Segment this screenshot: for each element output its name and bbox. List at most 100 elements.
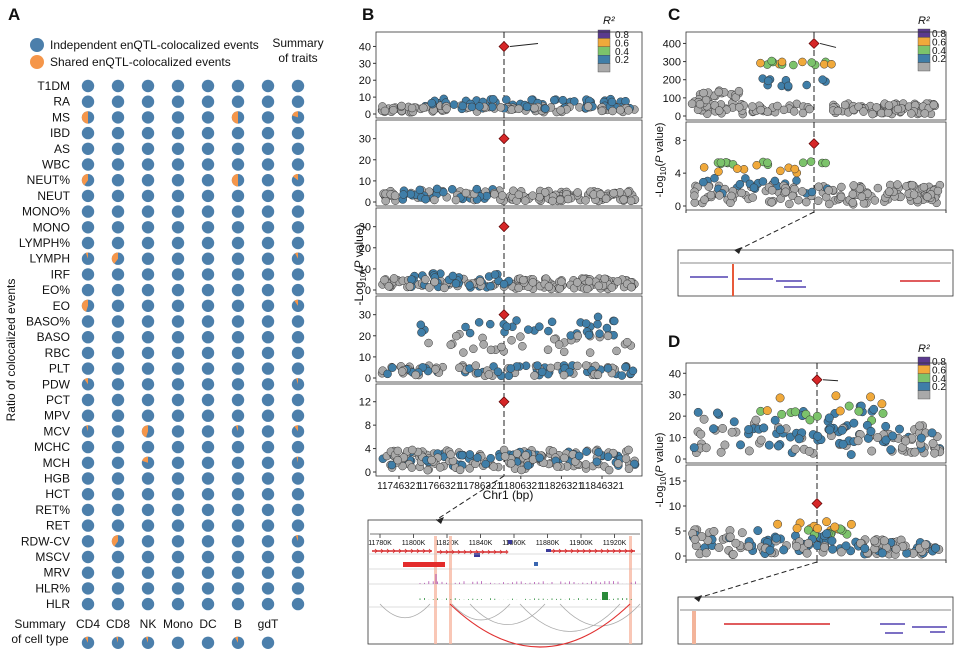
pie-CD4-RET% xyxy=(81,503,95,517)
gene-kiaa2013-arrow xyxy=(600,548,604,554)
pie-CD8-PCT xyxy=(111,393,125,407)
snp-point xyxy=(585,348,595,357)
pie-CD8-NEUT xyxy=(111,189,125,203)
snp-point xyxy=(802,80,811,90)
pie-DC-AS xyxy=(201,142,215,155)
y-tick-label: 10 xyxy=(669,433,681,445)
pie-B-MCH xyxy=(231,456,245,469)
snp-point xyxy=(556,106,565,115)
snp-point xyxy=(430,195,439,205)
snp-point xyxy=(390,191,400,200)
snp-point xyxy=(741,174,750,183)
snp-point xyxy=(781,187,790,197)
pie-DC-WBC xyxy=(201,158,215,171)
snp-point xyxy=(603,364,613,373)
pie-B-PCT xyxy=(231,393,245,407)
r2-color-bar xyxy=(597,29,611,39)
pie-NK-WBC xyxy=(141,158,155,171)
legend-shared-label: Shared enQTL-colocalized events xyxy=(50,55,231,69)
snp-point xyxy=(776,166,785,176)
gene-kiaa2013-arrow xyxy=(570,548,574,554)
track-frame xyxy=(375,383,643,477)
snp-point xyxy=(612,346,621,356)
highlight-bar xyxy=(629,536,632,644)
pie-B-MCV-shared-slice xyxy=(235,425,238,432)
pie-CD4-MCV-shared-slice xyxy=(86,425,88,432)
pie-NK-IBD xyxy=(141,126,155,140)
snp-point xyxy=(753,526,763,536)
pie-CD4-EO% xyxy=(81,283,95,297)
snp-point xyxy=(803,525,813,535)
pie-DC-NEUT% xyxy=(201,174,215,187)
pie-CD8-BASO% xyxy=(111,315,125,328)
ruler-label: 11860K xyxy=(502,540,526,547)
pie-B-RA xyxy=(231,95,245,108)
snp-point xyxy=(751,415,761,425)
snp-point xyxy=(430,277,439,287)
snp-point xyxy=(474,318,484,327)
pie-summary-RET xyxy=(291,519,305,532)
snp-point xyxy=(860,544,870,553)
gene-kiaa2013-arrow xyxy=(582,548,586,554)
snp-point xyxy=(714,106,724,115)
pie-gdT-PDW xyxy=(261,378,275,391)
pie-Mono-HLR% xyxy=(171,582,185,595)
snp-point xyxy=(748,102,757,111)
pie-CD8-EO% xyxy=(111,283,125,297)
y-tick-label: 40 xyxy=(669,368,681,380)
pie-CD8-MPV xyxy=(111,409,125,422)
pie-DC-EO% xyxy=(201,283,215,297)
gene-clcn6-arrow xyxy=(481,549,485,555)
snp-point xyxy=(544,282,554,291)
snp-point xyxy=(767,56,776,66)
snp-point xyxy=(764,440,774,450)
gene-mthfr-arrow xyxy=(386,548,390,554)
snp-point xyxy=(759,423,769,433)
snp-point xyxy=(573,361,582,371)
snp-point xyxy=(881,421,891,431)
pie-B-RET xyxy=(231,519,245,532)
snp-point xyxy=(788,191,797,201)
r2-color-bar xyxy=(917,365,931,374)
trait-label: PDW xyxy=(42,377,71,391)
snp-point xyxy=(714,87,723,97)
pie-summary-cell-gdT xyxy=(261,636,275,649)
panel-b-ylabel: -Log10(P value) xyxy=(352,225,368,306)
pie-summary-cell-NK-shared-slice xyxy=(145,636,148,643)
snp-point xyxy=(397,367,407,376)
snp-point xyxy=(893,180,902,189)
snp-point xyxy=(553,462,562,471)
snp-point xyxy=(775,393,785,403)
snp-point xyxy=(389,105,398,115)
pie-NK-MPV xyxy=(141,409,155,422)
snp-point xyxy=(455,465,465,475)
y-tick-label: 30 xyxy=(359,134,371,146)
snp-point xyxy=(427,455,436,465)
pie-Mono-PDW xyxy=(171,378,185,391)
pie-Mono-MCV xyxy=(171,425,185,438)
h3k27ac-peak xyxy=(602,592,608,600)
snp-point xyxy=(818,75,827,84)
y-tick-label: 8 xyxy=(675,135,681,147)
snp-point xyxy=(819,542,829,552)
snp-point xyxy=(593,319,602,329)
snp-point xyxy=(819,60,829,69)
snp-point xyxy=(465,281,474,290)
snp-point xyxy=(550,95,559,105)
r2-color-bar xyxy=(597,46,611,56)
pie-gdT-PLT xyxy=(261,362,275,375)
snp-point xyxy=(857,192,867,201)
y-tick-label: 20 xyxy=(359,155,371,167)
pie-Mono-HCT xyxy=(171,488,185,501)
snp-point xyxy=(779,105,789,115)
snp-point xyxy=(933,186,943,196)
snp-point xyxy=(859,107,868,116)
gene-kiaa2013-arrow xyxy=(624,548,628,554)
pie-CD8-IBD xyxy=(111,126,125,140)
snp-point xyxy=(512,316,521,325)
pie-gdT-MCH xyxy=(261,456,275,469)
pie-B-T1DM xyxy=(231,79,245,93)
enhancer-block xyxy=(534,562,538,566)
y-tick-label: 0 xyxy=(365,373,371,385)
snp-point xyxy=(627,282,636,292)
